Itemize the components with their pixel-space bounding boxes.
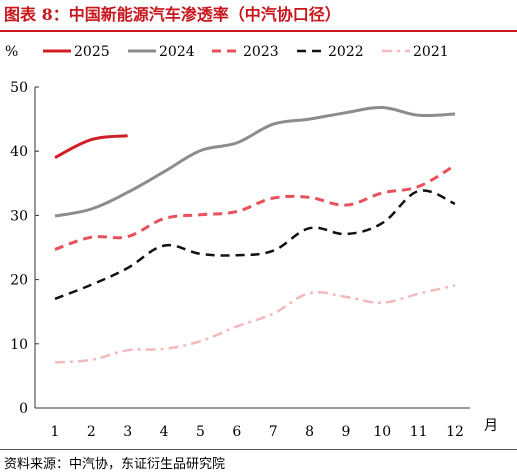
source-divider (0, 449, 517, 450)
chart-series-lines (54, 105, 456, 364)
y-tick-label: 0 (19, 401, 28, 417)
legend-label: 2024 (159, 44, 195, 60)
y-tick-label: 10 (10, 337, 28, 353)
x-tick-label: 11 (410, 424, 428, 440)
x-tick-label: 6 (232, 424, 241, 440)
x-tick-label: 2 (87, 424, 96, 440)
x-tick-label: 1 (51, 424, 60, 440)
x-tick-label: 7 (269, 424, 278, 440)
x-tick-label: 9 (341, 424, 350, 440)
title-divider (0, 30, 517, 32)
y-tick-label: 40 (10, 144, 28, 160)
legend-item-2023: 2023 (212, 44, 279, 60)
y-tick-label: 30 (10, 208, 28, 224)
legend-item-2024: 2024 (128, 44, 195, 60)
x-tick-label: 8 (305, 424, 314, 440)
legend-item-2021: 2021 (382, 44, 449, 60)
series-line-2023 (54, 164, 456, 251)
series-line-2021 (54, 284, 456, 364)
x-tick-label: 12 (446, 424, 464, 440)
x-tick-label: 3 (123, 424, 132, 440)
x-tick-label: 5 (196, 424, 205, 440)
legend-item-2022: 2022 (297, 44, 364, 60)
legend-item-2025: 2025 (43, 44, 110, 60)
y-tick-label: 20 (10, 273, 28, 289)
x-tick-label: 10 (373, 424, 391, 440)
x-axis-unit-label: 月 (484, 418, 498, 434)
x-tick-label: 4 (160, 424, 169, 440)
series-line-2022 (54, 189, 456, 301)
source-note: 资料来源：中汽协，东证衍生品研究院 (4, 457, 226, 472)
y-axis-unit-label: % (5, 44, 18, 60)
legend-label: 2021 (413, 44, 449, 60)
figure-title: 图表 8：中国新能源汽车渗透率（中汽协口径） (4, 5, 341, 24)
legend-label: 2022 (328, 44, 364, 60)
y-tick-label: 50 (10, 80, 28, 96)
series-line-2024 (54, 105, 456, 218)
legend-label: 2023 (243, 44, 279, 60)
series-line-2025 (54, 134, 128, 159)
legend-label: 2025 (74, 44, 110, 60)
chart-legend: 2025 2024 2023 2022 2021 (43, 44, 449, 60)
